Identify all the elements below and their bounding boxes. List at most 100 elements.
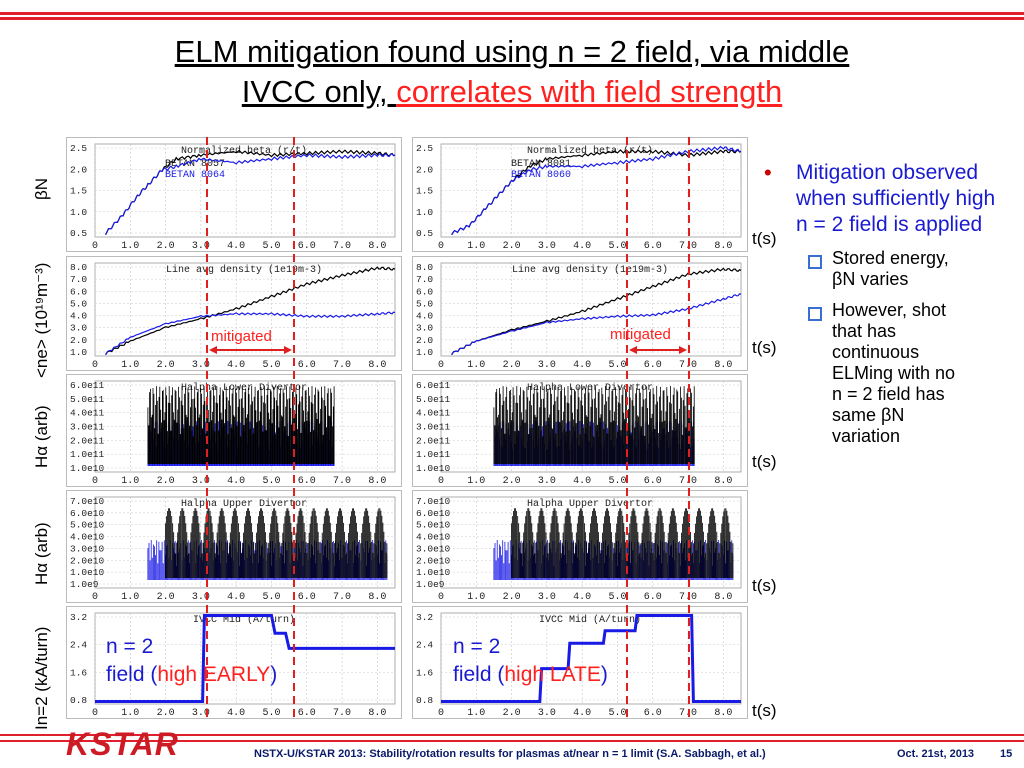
x-tick-label: 7.0 (679, 592, 697, 602)
x-tick-label: 1.0 (121, 241, 139, 251)
x-tick-label: 3.0 (538, 592, 556, 602)
row-label-halpha-lower: Hα (arb) (32, 405, 51, 468)
panel-title: Halpha Lower Divertor (527, 382, 653, 394)
square-bullet-icon (808, 255, 822, 269)
x-tick-label: 2.0 (157, 592, 175, 602)
x-tick-label: 6.0 (298, 360, 316, 370)
x-tick-label: 6.0 (298, 592, 316, 602)
y-tick-label: 1.5 (70, 186, 87, 197)
x-tick-label: 4.0 (227, 708, 245, 718)
x-tick-label: 7.0 (333, 708, 351, 718)
y-tick-label: 4.0 (416, 311, 433, 322)
x-tick-label: 5.0 (262, 592, 280, 602)
x-tick-label: 4.0 (573, 476, 591, 486)
y-tick-label: 1.0e10 (416, 463, 451, 474)
x-tick-label: 8.0 (368, 241, 386, 251)
panel-right-halpha-upper: 0 1.0 2.0 3.0 4.0 5.0 6.0 7.0 8.0 7.0e10 6.0e10 5.0… (412, 490, 748, 603)
panel-right-density: 0 1.0 2.0 3.0 4.0 5.0 6.0 7.0 8.0 8.0 7.0 6.0 5.0 4.0… (412, 256, 748, 371)
y-tick-label: 2.0e11 (70, 435, 105, 446)
y-tick-label: 4.0e11 (70, 408, 105, 419)
x-tick-label: 2.0 (503, 592, 521, 602)
x-tick-label: 0 (438, 476, 444, 486)
annotation-left-close: ) (270, 663, 278, 686)
y-tick-label: 3.0 (70, 323, 87, 334)
y-tick-label: 7.0e10 (70, 496, 105, 507)
x-tick-label: 3.0 (192, 241, 210, 251)
panel-left-beta: 0 1.0 2.0 3.0 4.0 5.0 6.0 7.0 8.0 2.5 2.0 1.5 1.0 0.5… (66, 137, 402, 252)
y-tick-label: 2.4 (416, 640, 433, 651)
y-tick-label: 6.0e11 (70, 380, 105, 391)
x-tick-label: 1.0 (467, 476, 485, 486)
plot-area (94, 612, 396, 705)
x-tick-label: 3.0 (538, 360, 556, 370)
y-tick-label: 1.5 (416, 186, 433, 197)
x-tick-label: 2.0 (503, 708, 521, 718)
y-tick-label: 2.0 (70, 164, 87, 175)
y-tick-label: 2.0e10 (416, 555, 451, 566)
footer-citation: NSTX-U/KSTAR 2013: Stability/rotation re… (254, 748, 766, 760)
x-tick-label: 5.0 (262, 476, 280, 486)
y-tick-label: 1.0 (70, 207, 87, 218)
y-tick-label: 0.5 (416, 228, 433, 239)
x-tick-label: 2.0 (503, 241, 521, 251)
x-tick-label: 5.0 (608, 708, 626, 718)
annotation-right-highlight: high LATE (504, 663, 601, 686)
x-tick-label: 8.0 (714, 592, 732, 602)
x-tick-label: 1.0 (121, 360, 139, 370)
x-tick-label: 7.0 (679, 708, 697, 718)
y-tick-label: 0.5 (70, 228, 87, 239)
y-tick-label: 1.0e10 (416, 567, 451, 578)
legend-entry: BETAN 8057 (165, 159, 225, 170)
x-tick-label: 0 (438, 708, 444, 718)
x-tick-label: 0 (438, 592, 444, 602)
annotation-right-line1: n = 2 (453, 635, 501, 658)
bullet-sub-1: Stored energy, βN varies (808, 248, 970, 290)
panel-right-ivcc: 0 1.0 2.0 3.0 4.0 5.0 6.0 7.0 8.0 3.2 2.4 1.6 0.8 IVC… (412, 606, 748, 719)
panel-left-ivcc: 0 1.0 2.0 3.0 4.0 5.0 6.0 7.0 8.0 3.2 2.4 1.6 0.8 IVC… (66, 606, 402, 719)
x-tick-label: 2.0 (157, 360, 175, 370)
time-axis-label: t(s) (752, 576, 777, 595)
y-tick-label: 2.5 (416, 143, 433, 154)
x-tick-label: 6.0 (298, 241, 316, 251)
y-tick-label: 6.0 (70, 286, 87, 297)
x-tick-label: 6.0 (644, 592, 662, 602)
x-tick-label: 4.0 (227, 476, 245, 486)
panel-title: Normalized beta (r/t) (527, 145, 653, 157)
x-tick-label: 8.0 (714, 241, 732, 251)
y-tick-label: 1.0 (70, 347, 87, 358)
x-tick-label: 6.0 (644, 708, 662, 718)
x-tick-label: 6.0 (298, 708, 316, 718)
title-line-2-highlight: correlates with field strength (396, 74, 783, 109)
y-tick-label: 4.0e11 (416, 408, 451, 419)
halpha-trace (511, 508, 734, 578)
time-axis-label: t(s) (752, 701, 777, 720)
x-tick-label: 3.0 (192, 708, 210, 718)
top-rule (0, 12, 1024, 15)
x-tick-label: 1.0 (467, 241, 485, 251)
x-tick-label: 6.0 (644, 360, 662, 370)
x-tick-label: 0 (92, 708, 98, 718)
panel-right-beta: 0 1.0 2.0 3.0 4.0 5.0 6.0 7.0 8.0 2.5 2.0 1.5 1.0 0.5… (412, 137, 748, 252)
y-tick-label: 2.4 (70, 640, 87, 651)
y-tick-label: 3.0e10 (70, 543, 105, 554)
x-tick-label: 8.0 (714, 360, 732, 370)
x-tick-label: 6.0 (644, 241, 662, 251)
panel-title: Halpha Lower Divertor (181, 382, 307, 394)
y-tick-label: 2.0 (416, 335, 433, 346)
square-bullet-icon (808, 307, 822, 321)
slide-title: ELM mitigation found using n = 2 field, … (40, 32, 984, 112)
row-label-betaN: βN (32, 177, 51, 200)
panel-left-halpha-upper: 0 1.0 2.0 3.0 4.0 5.0 6.0 7.0 8.0 7.0e10 6.0e10 5.0… (66, 490, 402, 603)
x-tick-label: 5.0 (262, 708, 280, 718)
annotation-left-text: field ( (106, 663, 158, 686)
y-tick-label: 8.0 (416, 262, 433, 273)
time-axis-label: t(s) (752, 338, 777, 357)
panel-title: IVCC Mid (A/turn) (539, 614, 641, 626)
row-label-density: <ne> (10¹⁹m⁻³) (32, 262, 51, 378)
x-tick-label: 3.0 (192, 360, 210, 370)
y-tick-label: 6.0e10 (70, 508, 105, 519)
y-tick-label: 3.2 (70, 612, 87, 623)
bullet-sub-2-text: However, shot that has continuous ELMing… (832, 300, 956, 446)
x-tick-label: 6.0 (644, 476, 662, 486)
annotation-left-highlight: high EARLY (157, 663, 271, 686)
